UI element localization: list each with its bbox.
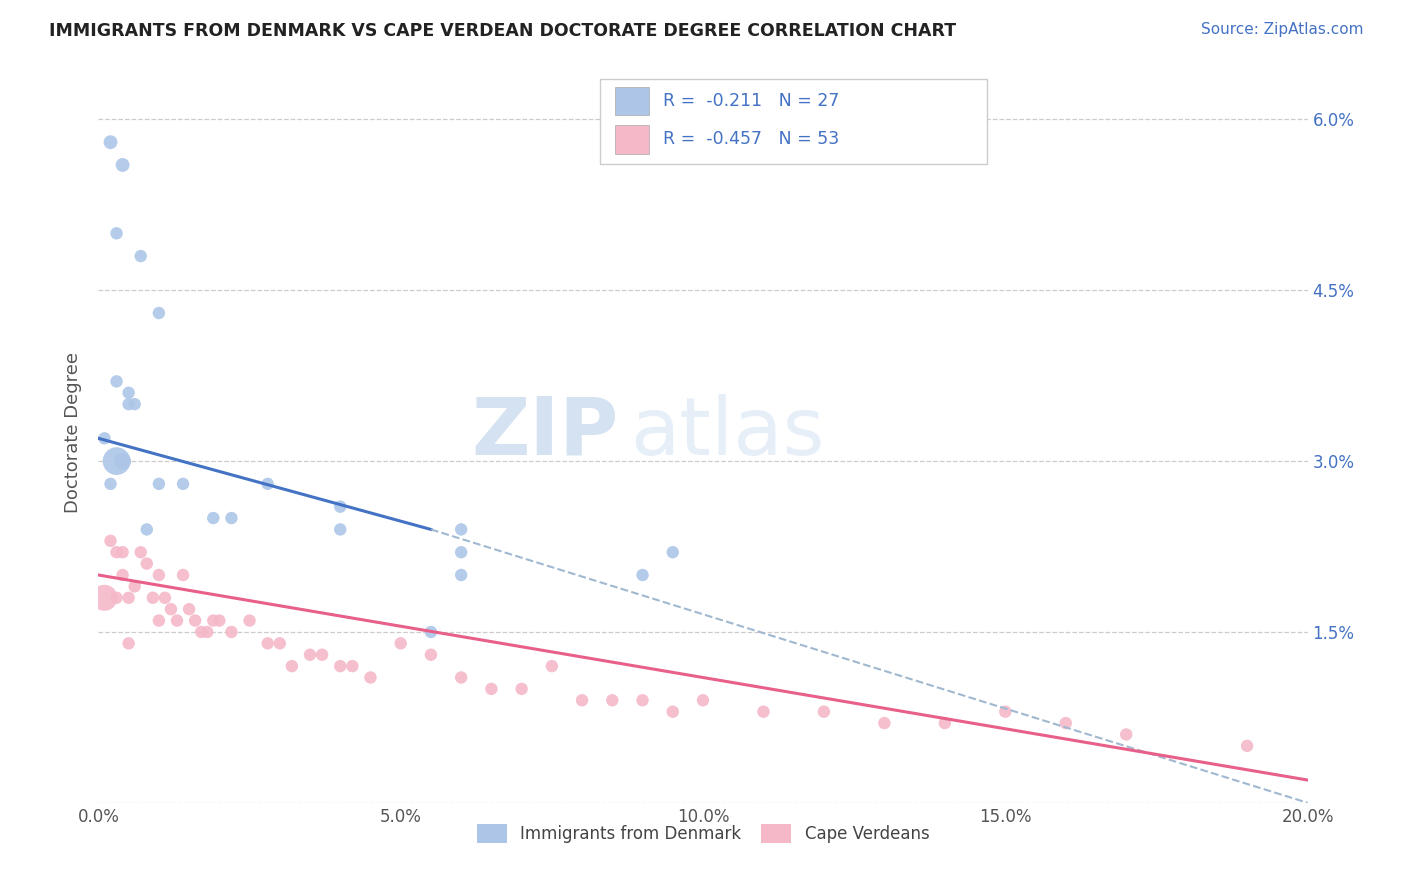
Point	[105, 591, 128, 605]
Point	[195, 624, 218, 639]
Point	[105, 227, 128, 241]
Point	[202, 511, 225, 525]
Point	[100, 533, 122, 548]
Point	[450, 523, 472, 537]
Point	[129, 249, 152, 263]
Point	[190, 624, 212, 639]
Point	[221, 624, 243, 639]
Point	[256, 476, 278, 491]
Point	[111, 568, 134, 582]
Point	[160, 602, 183, 616]
Point	[100, 476, 122, 491]
Point	[135, 523, 157, 537]
Point	[329, 523, 352, 537]
Point	[105, 545, 128, 559]
Point	[208, 614, 231, 628]
Point	[93, 431, 115, 445]
Point	[661, 545, 683, 559]
Point	[184, 614, 207, 628]
Y-axis label: Doctorate Degree: Doctorate Degree	[65, 352, 83, 513]
Point	[148, 614, 170, 628]
Point	[450, 545, 472, 559]
Point	[105, 375, 128, 389]
FancyBboxPatch shape	[614, 87, 648, 115]
Point	[1115, 727, 1137, 741]
Point	[510, 681, 533, 696]
Point	[172, 476, 194, 491]
Point	[571, 693, 593, 707]
Point	[329, 500, 352, 514]
Point	[299, 648, 322, 662]
Point	[269, 636, 291, 650]
Point	[148, 568, 170, 582]
FancyBboxPatch shape	[614, 126, 648, 153]
Text: R =  -0.211   N = 27: R = -0.211 N = 27	[664, 92, 839, 110]
Point	[934, 716, 956, 731]
Point	[239, 614, 262, 628]
Point	[481, 681, 503, 696]
Point	[118, 591, 141, 605]
Point	[420, 648, 443, 662]
Point	[105, 454, 128, 468]
Point	[752, 705, 775, 719]
Point	[994, 705, 1017, 719]
Point	[118, 397, 141, 411]
Point	[202, 614, 225, 628]
Point	[360, 671, 382, 685]
Point	[256, 636, 278, 650]
Point	[540, 659, 562, 673]
Text: Source: ZipAtlas.com: Source: ZipAtlas.com	[1201, 22, 1364, 37]
FancyBboxPatch shape	[600, 78, 987, 164]
Point	[813, 705, 835, 719]
Text: ZIP: ZIP	[471, 393, 619, 472]
Point	[631, 568, 654, 582]
Point	[873, 716, 896, 731]
Point	[221, 511, 243, 525]
Point	[179, 602, 201, 616]
Point	[389, 636, 412, 650]
Text: atlas: atlas	[630, 393, 825, 472]
Point	[118, 636, 141, 650]
Point	[602, 693, 624, 707]
Point	[111, 545, 134, 559]
Point	[129, 545, 152, 559]
Point	[692, 693, 714, 707]
Point	[1054, 716, 1077, 731]
Point	[450, 671, 472, 685]
Legend: Immigrants from Denmark, Cape Verdeans: Immigrants from Denmark, Cape Verdeans	[470, 817, 936, 850]
Point	[1236, 739, 1258, 753]
Point	[148, 306, 170, 320]
Point	[135, 557, 157, 571]
Point	[281, 659, 304, 673]
Text: R =  -0.457   N = 53: R = -0.457 N = 53	[664, 130, 839, 148]
Point	[93, 591, 115, 605]
Point	[329, 659, 352, 673]
Point	[153, 591, 176, 605]
Point	[342, 659, 364, 673]
Point	[311, 648, 333, 662]
Point	[124, 579, 146, 593]
Point	[148, 476, 170, 491]
Point	[111, 158, 134, 172]
Point	[166, 614, 188, 628]
Point	[450, 568, 472, 582]
Point	[172, 568, 194, 582]
Point	[100, 135, 122, 149]
Text: IMMIGRANTS FROM DENMARK VS CAPE VERDEAN DOCTORATE DEGREE CORRELATION CHART: IMMIGRANTS FROM DENMARK VS CAPE VERDEAN …	[49, 22, 956, 40]
Point	[661, 705, 683, 719]
Point	[142, 591, 165, 605]
Point	[420, 624, 443, 639]
Point	[111, 454, 134, 468]
Point	[631, 693, 654, 707]
Point	[118, 385, 141, 400]
Point	[124, 397, 146, 411]
